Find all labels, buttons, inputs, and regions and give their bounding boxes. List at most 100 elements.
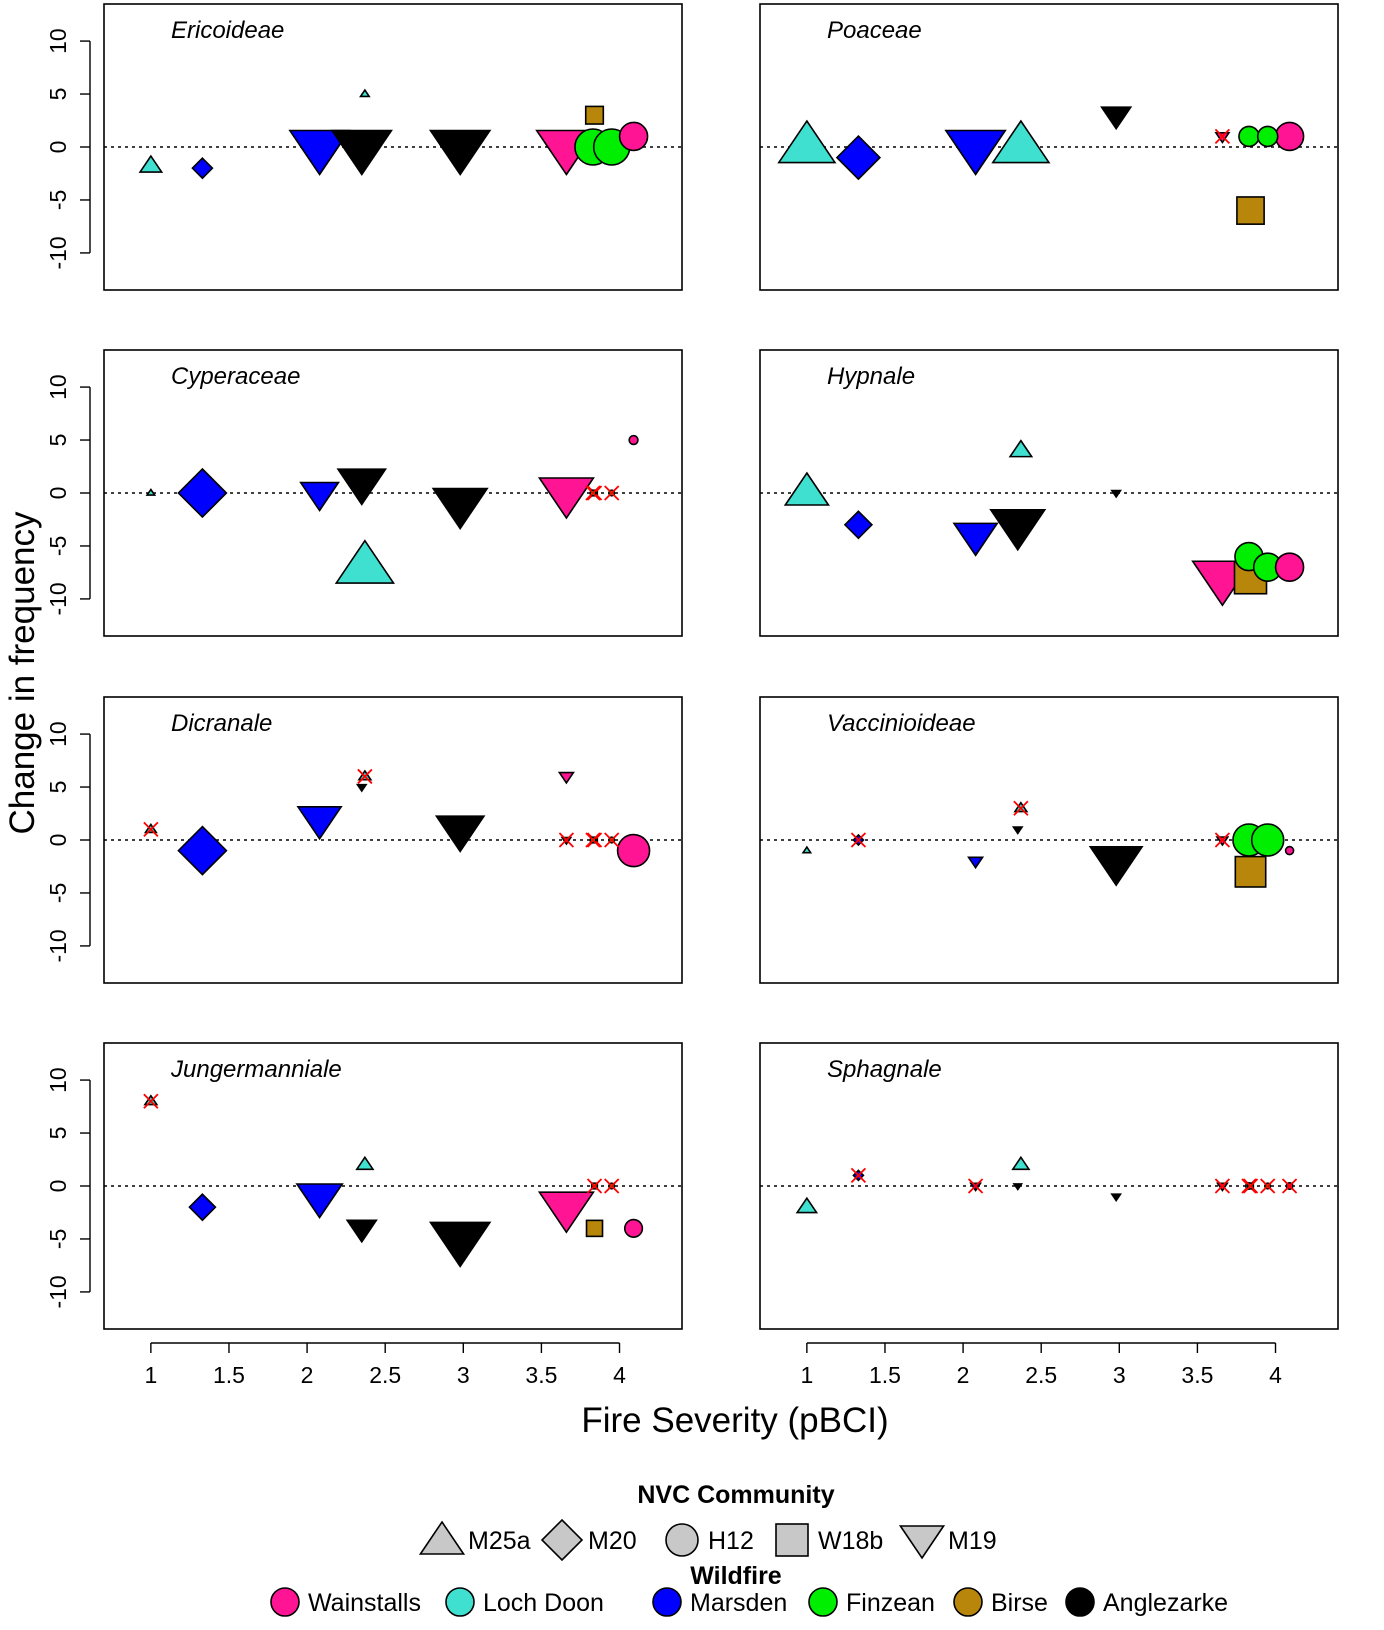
- x-tick-label: 4: [613, 1362, 626, 1388]
- legend-label-birse: Birse: [991, 1589, 1048, 1617]
- data-point-triangle-down: [428, 1221, 492, 1268]
- cross-mark-icon: [1214, 832, 1231, 848]
- cross-mark-icon: [967, 1178, 984, 1194]
- legend-swatch-finzean: [808, 1587, 838, 1617]
- panel-cyperaceae: Cyperaceae 10 5 0 -5 -10: [45, 349, 683, 637]
- y-tick-label: -10: [45, 1275, 71, 1308]
- data-point-circle: [616, 833, 651, 868]
- data-point-triangle-down: [330, 129, 393, 176]
- data-point-square: [584, 105, 605, 125]
- data-point-triangle-down: [537, 1191, 595, 1234]
- y-tick-label: -5: [45, 883, 71, 903]
- data-point-triangle-down: [296, 806, 343, 841]
- data-point-triangle-up: [783, 471, 830, 506]
- data-point-triangle-down: [336, 468, 388, 506]
- y-tick-label: 10: [45, 721, 71, 747]
- y-tick-label: 10: [45, 28, 71, 54]
- data-point-circle: [618, 121, 649, 152]
- y-tick-label: -10: [45, 929, 71, 962]
- data-point-circle: [1274, 552, 1305, 582]
- panel-points: [143, 768, 651, 876]
- y-tick-label: 5: [45, 434, 71, 447]
- y-tick-label: -10: [45, 236, 71, 269]
- panel-title: Poaceae: [827, 17, 922, 44]
- panel-points: [783, 439, 1305, 607]
- data-point-triangle-up: [145, 488, 157, 496]
- legend-wildfire-title: Wildfire: [690, 1562, 782, 1590]
- cross-mark-icon: [585, 485, 601, 501]
- panel-title: Sphagnale: [827, 1056, 942, 1083]
- cross-mark-icon: [1214, 128, 1231, 145]
- panel-points: [143, 1093, 644, 1268]
- x-tick-label: 2: [301, 1362, 314, 1388]
- data-point-square: [1234, 855, 1267, 888]
- x-tick-label: 3: [1113, 1362, 1126, 1388]
- data-point-diamond: [188, 1193, 217, 1222]
- data-point-triangle-down: [1110, 489, 1122, 499]
- panels-layer: Ericoideae1050-5-10PoaceaeCyperaceae1050…: [45, 3, 1339, 1388]
- x-tick-label: 2.5: [369, 1362, 401, 1388]
- data-point-triangle-down: [355, 783, 368, 793]
- data-point-circle: [1256, 125, 1279, 148]
- data-point-triangle-down: [431, 487, 489, 531]
- y-tick-label: -5: [45, 1229, 71, 1249]
- legend-label-finzean: Finzean: [846, 1589, 935, 1617]
- data-point-triangle-down: [1110, 1193, 1122, 1203]
- y-tick-label: 0: [45, 1180, 71, 1193]
- data-point-triangle-up: [795, 1196, 819, 1214]
- panel-points: [801, 800, 1295, 888]
- y-tick-label: 5: [45, 88, 71, 101]
- y-tick-label: 10: [45, 374, 71, 400]
- data-point-diamond: [843, 510, 874, 540]
- cross-mark-icon: [604, 1178, 620, 1194]
- panel-points: [138, 88, 649, 180]
- data-point-circle: [623, 1218, 644, 1238]
- cross-mark-icon: [604, 832, 620, 848]
- panel-ericoideae: Ericoideae 10 5 0 -5 -10: [45, 3, 683, 291]
- legend-label-loch-doon: Loch Doon: [483, 1589, 604, 1617]
- data-point-triangle-down: [944, 129, 1007, 176]
- panel-title: Jungermanniale: [170, 1056, 342, 1083]
- legend-wildfire-row: Wainstalls Loch Doon Marsden Finzean Birse An…: [270, 1587, 1228, 1617]
- data-point-circle: [1274, 121, 1305, 152]
- legend-swatch-loch-doon: [445, 1587, 475, 1617]
- data-point-triangle-up: [1008, 439, 1034, 458]
- x-tick-label: 1.5: [213, 1362, 245, 1388]
- cross-mark-icon: [585, 832, 601, 848]
- legend-label-m25a: M25a: [468, 1527, 531, 1555]
- legend-community-title: NVC Community: [637, 1481, 834, 1509]
- data-point-square: [1236, 196, 1265, 225]
- data-point-circle: [1250, 823, 1285, 857]
- cross-mark-icon: [850, 832, 867, 848]
- legend-swatch-marsden: [652, 1587, 682, 1617]
- legend-symbol-w18b: [775, 1523, 809, 1557]
- y-tick-label: 10: [45, 1067, 71, 1093]
- cross-mark-icon: [143, 1093, 159, 1109]
- cross-mark-icon: [1242, 1178, 1259, 1194]
- panel-points: [777, 106, 1305, 225]
- data-point-triangle-down: [989, 508, 1047, 552]
- y-tick-label: 5: [45, 1127, 71, 1140]
- data-point-circle: [628, 434, 639, 446]
- legend-label-marsden: Marsden: [690, 1589, 787, 1617]
- cross-mark-icon: [1013, 800, 1029, 816]
- cross-mark-icon: [604, 485, 620, 501]
- data-point-triangle-up: [359, 88, 371, 98]
- data-point-triangle-down: [1100, 106, 1133, 131]
- legend-symbol-h12: [665, 1523, 699, 1557]
- panel-points: [145, 434, 639, 584]
- y-tick-label: 0: [45, 834, 71, 847]
- legend-symbol-m19: [898, 1525, 946, 1560]
- y-axis-label: Change in frequency: [3, 511, 42, 834]
- data-point-triangle-down: [345, 1219, 378, 1244]
- cross-mark-icon: [143, 821, 159, 838]
- legend-swatch-wainstalls: [270, 1587, 300, 1617]
- legend-symbol-m25a: [418, 1520, 466, 1555]
- legend-swatch-anglezarke: [1065, 1587, 1095, 1617]
- x-tick-label: 3.5: [525, 1362, 557, 1388]
- legend-label-anglezarke: Anglezarke: [1103, 1589, 1228, 1617]
- panel-points: [795, 1155, 1298, 1214]
- data-point-triangle-down: [428, 129, 492, 176]
